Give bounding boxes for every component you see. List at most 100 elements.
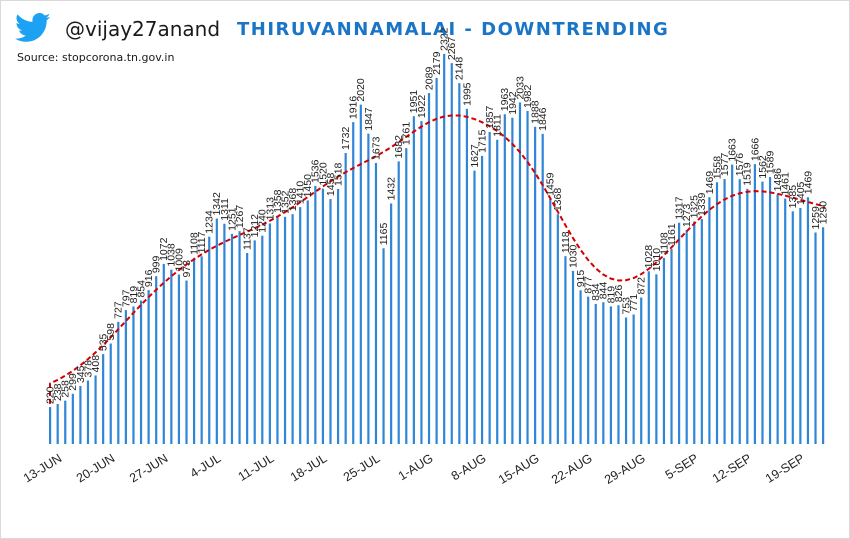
bar (230, 233, 234, 444)
bar (253, 240, 256, 444)
bar-value-label: 1352 (279, 190, 291, 214)
bar (56, 404, 59, 444)
bar (64, 400, 67, 444)
bar-value-label: 999 (151, 255, 163, 273)
x-tick-label: 19-SEP (763, 451, 807, 486)
bar-value-label: 2089 (423, 67, 435, 91)
bar (117, 321, 120, 444)
bar-value-label: 771 (628, 294, 640, 312)
bar-value-label: 1432 (386, 177, 398, 201)
bar (420, 121, 423, 444)
bar-value-label: 826 (613, 285, 625, 303)
bar (503, 114, 506, 444)
bar-value-label: 1038 (166, 243, 178, 267)
bar (435, 77, 438, 445)
bar (314, 185, 317, 444)
bar-value-label: 1857 (484, 106, 496, 130)
bar-value-label: 299 (67, 373, 79, 391)
bar-value-label: 1627 (469, 144, 481, 168)
bar-value-label: 2322 (439, 27, 451, 51)
source-note: Source: stopcorona.tn.gov.in (17, 51, 175, 64)
bar-value-label: 1259 (810, 206, 822, 230)
bar (768, 177, 772, 445)
bar (473, 170, 476, 444)
bar-value-label: 345 (75, 365, 87, 383)
bar-value-label: 1682 (393, 135, 405, 159)
bar (246, 252, 249, 444)
bar-value-label: 1562 (757, 155, 769, 179)
bar-value-label: 1339 (696, 193, 708, 217)
bar-value-label: 1251 (226, 207, 238, 231)
bar-value-label: 535 (98, 333, 110, 351)
bar (549, 198, 552, 444)
bar (109, 343, 112, 444)
bar (170, 269, 173, 444)
bar (132, 306, 135, 444)
twitter-handle: @vijay27anand (65, 17, 221, 41)
x-tick-label: 5-SEP (663, 451, 701, 482)
bar (662, 257, 666, 444)
x-tick-label: 27-JUN (127, 451, 170, 485)
bar (564, 256, 567, 444)
bar (579, 290, 582, 444)
bar (102, 354, 105, 444)
bar (397, 161, 400, 445)
bar (587, 296, 590, 444)
bar-value-label: 1942 (507, 91, 519, 115)
bar (526, 111, 529, 445)
bar (624, 317, 628, 444)
bar (806, 197, 810, 444)
x-tick-label: 20-JUN (74, 451, 117, 485)
twitter-bird-icon (15, 13, 51, 42)
bar (390, 203, 393, 444)
bar-value-label: 1137 (242, 227, 254, 250)
bar-value-label: 1469 (802, 171, 814, 195)
bar-value-label: 1240 (257, 209, 269, 233)
bar (162, 263, 165, 444)
bar-value-label: 1761 (401, 122, 413, 146)
bar-value-label: 1161 (666, 223, 678, 246)
bar (602, 302, 605, 444)
bar (723, 179, 726, 444)
bar (192, 257, 196, 444)
bar-value-label: 1847 (363, 107, 375, 131)
bar (822, 227, 825, 444)
bar-value-label: 753 (620, 297, 632, 315)
bar (647, 271, 650, 444)
x-tick-label: 29-AUG (602, 451, 648, 487)
bar-value-label: 1410 (295, 181, 307, 205)
bar-value-label: 915 (575, 270, 587, 288)
bar (427, 93, 431, 445)
bar-value-label: 2179 (431, 51, 443, 75)
bar (49, 407, 52, 444)
bar-value-label: 1922 (416, 95, 428, 119)
x-tick-label: 8-AUG (449, 451, 489, 483)
bar-value-label: 1458 (325, 173, 337, 197)
bar (496, 139, 499, 444)
trend-line (49, 114, 826, 404)
bar (261, 235, 264, 444)
bar (465, 108, 469, 444)
bar-value-label: 1518 (332, 162, 344, 186)
bar-value-label: 258 (60, 380, 72, 398)
bar-value-label: 1009 (173, 248, 185, 272)
bar-value-label: 1459 (545, 172, 557, 196)
bar (79, 386, 82, 444)
bar (200, 256, 203, 444)
bar (405, 148, 408, 444)
bar (791, 211, 794, 444)
bar-value-label: 1666 (749, 138, 761, 162)
bar (208, 236, 211, 444)
bar (329, 199, 332, 444)
bar (223, 223, 226, 444)
bar-value-label: 220 (45, 386, 57, 404)
bar (321, 188, 325, 444)
bar-value-label: 1963 (499, 88, 511, 112)
bar (609, 306, 612, 444)
bar-value-label: 1117 (196, 231, 208, 253)
bar-value-label: 834 (590, 283, 602, 301)
bar (382, 248, 385, 444)
bar-value-label: 1030 (567, 244, 579, 268)
x-tick-label: 1-AUG (396, 451, 436, 483)
bar (700, 219, 703, 444)
